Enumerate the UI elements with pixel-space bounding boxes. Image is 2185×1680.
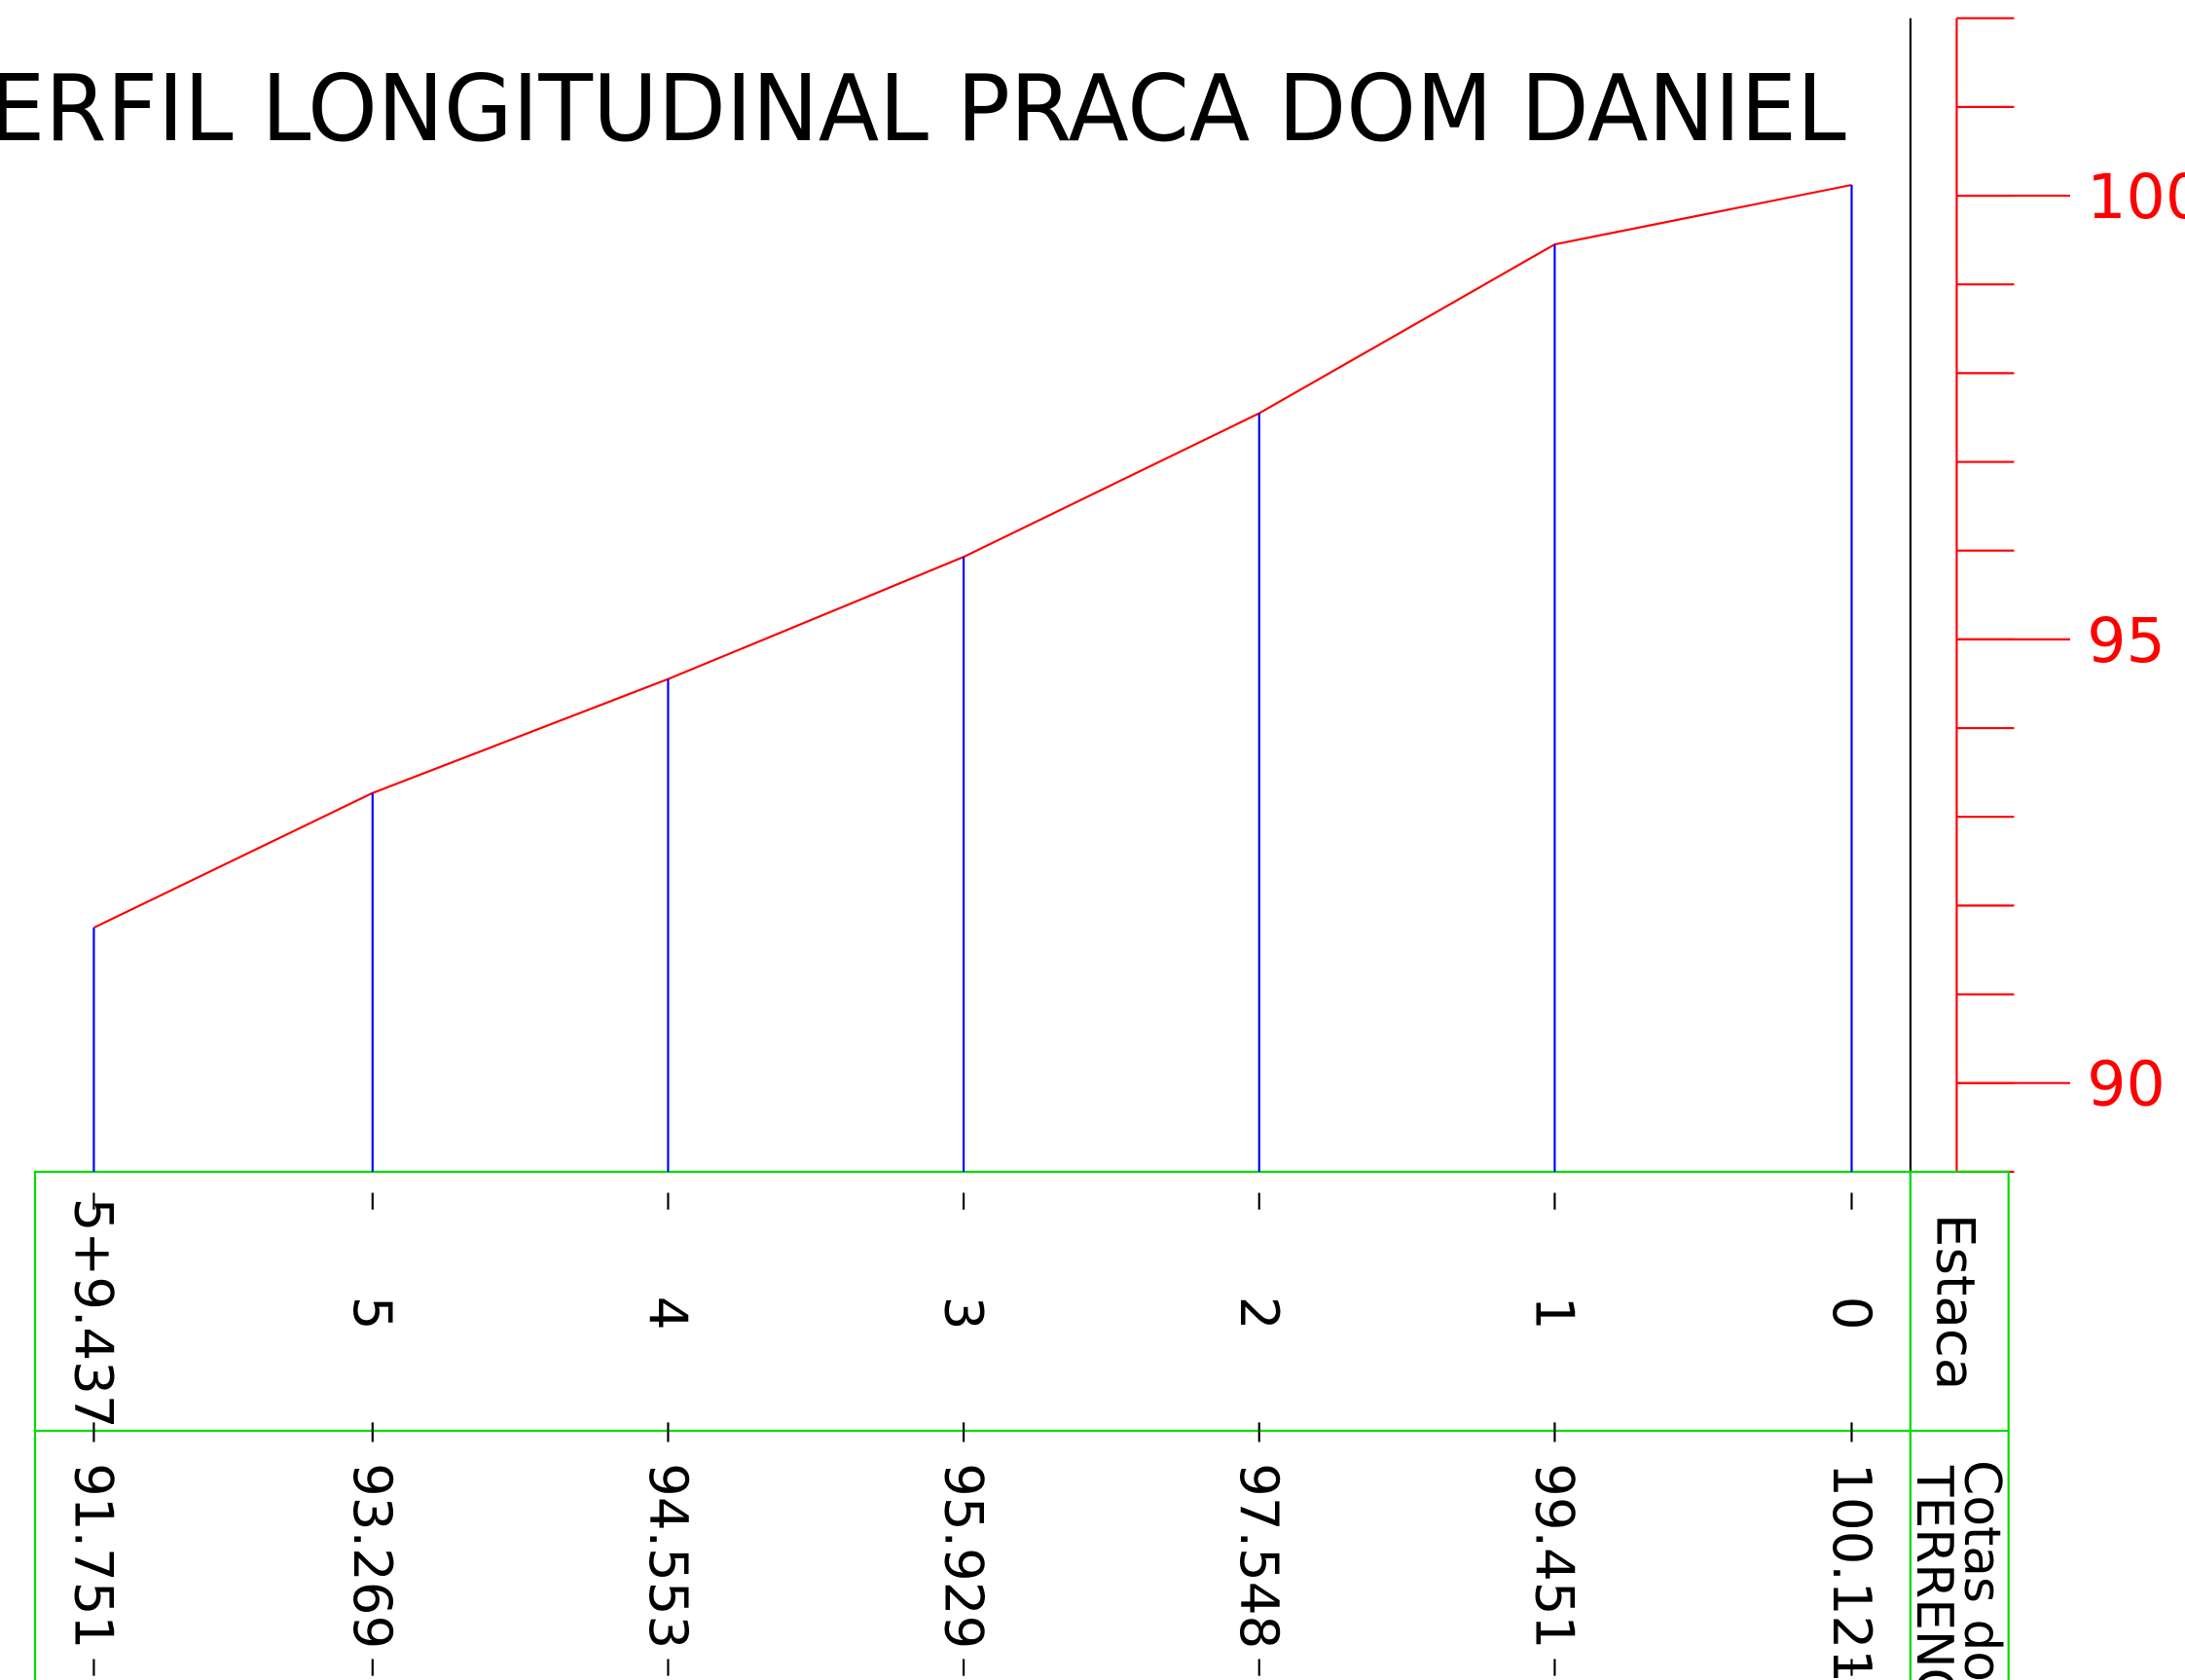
- station-label: 5: [342, 1297, 404, 1331]
- elevation-label: 100.121: [1821, 1463, 1883, 1680]
- elevation-label: 97.548: [1228, 1463, 1291, 1649]
- station-label: 5+9.437: [63, 1198, 126, 1429]
- y-tick-label: 95: [2087, 604, 2166, 676]
- y-tick-label: 90: [2087, 1048, 2166, 1120]
- row-label: Cotas do: [1952, 1460, 2011, 1680]
- station-label: 1: [1524, 1297, 1586, 1331]
- station-label: 0: [1821, 1297, 1883, 1331]
- station-label: 2: [1228, 1297, 1291, 1331]
- elevation-label: 91.751: [63, 1463, 126, 1649]
- table-frame: [33, 1170, 2010, 1680]
- elevation-label: 93.269: [342, 1463, 404, 1649]
- row-label: Estaca: [1924, 1214, 1986, 1390]
- station-label: 3: [932, 1297, 995, 1331]
- row-label: TERRENO: [1905, 1465, 1963, 1680]
- elevation-label: 99.451: [1524, 1463, 1586, 1649]
- elevation-label: 94.553: [637, 1463, 700, 1649]
- y-tick-label: 100: [2087, 161, 2185, 233]
- station-label: 4: [637, 1297, 700, 1331]
- chart-title: PERFIL LONGITUDINAL PRACA DOM DANIEL: [0, 55, 1846, 163]
- elevation-label: 95.929: [932, 1463, 995, 1649]
- profile-line: [92, 183, 1852, 930]
